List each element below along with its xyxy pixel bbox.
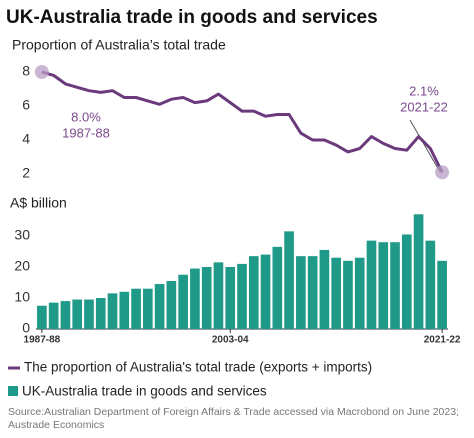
annotation: 2021-22 bbox=[400, 99, 448, 114]
y-tick-label: 2 bbox=[22, 165, 30, 181]
bar bbox=[72, 299, 83, 329]
bar bbox=[60, 301, 71, 329]
annotation: 2.1% bbox=[409, 83, 439, 98]
chart-title: UK-Australia trade in goods and services bbox=[6, 7, 378, 28]
legend-swatch bbox=[8, 386, 18, 396]
bar bbox=[84, 299, 94, 329]
bar bbox=[107, 293, 118, 329]
line bbox=[41, 70, 444, 173]
x-tick-label: 1987-88 bbox=[24, 335, 61, 346]
annotation-leader bbox=[409, 119, 441, 173]
x-tick-label: 2021-22 bbox=[424, 335, 461, 346]
x-tick-label: 2003-04 bbox=[212, 335, 249, 346]
panel-subtitle: A$ billion bbox=[10, 195, 67, 211]
bar bbox=[95, 298, 106, 329]
y-tick-label: 30 bbox=[14, 227, 30, 243]
bar bbox=[48, 302, 59, 329]
bar bbox=[343, 260, 353, 329]
y-tick-label: 10 bbox=[14, 289, 30, 305]
bar bbox=[119, 291, 130, 329]
y-tick-label: 6 bbox=[22, 97, 30, 113]
legend-label: The proportion of Australia's total trad… bbox=[24, 360, 372, 375]
source: Austrade Economics bbox=[8, 419, 104, 431]
bar bbox=[284, 231, 294, 329]
source: Source:Australian Department of Foreign … bbox=[8, 406, 459, 418]
y-tick-label: 4 bbox=[22, 131, 30, 147]
bar bbox=[413, 214, 424, 329]
bar bbox=[354, 257, 365, 329]
bar bbox=[178, 274, 188, 329]
annotation: 1987-88 bbox=[62, 125, 110, 140]
bar bbox=[390, 242, 400, 329]
highlight-point bbox=[34, 65, 49, 79]
bar bbox=[37, 305, 47, 329]
bar bbox=[213, 262, 224, 329]
y-tick-label: 20 bbox=[14, 258, 30, 274]
bar bbox=[190, 268, 200, 329]
bar bbox=[143, 288, 153, 329]
bar bbox=[260, 254, 271, 329]
highlight-point bbox=[435, 165, 450, 180]
bar bbox=[437, 260, 447, 329]
y-tick-label: 8 bbox=[22, 63, 30, 79]
bar bbox=[201, 267, 212, 329]
bar bbox=[225, 267, 236, 329]
bar bbox=[425, 240, 436, 329]
bar bbox=[237, 263, 247, 329]
bar bbox=[272, 246, 283, 329]
bar bbox=[366, 240, 377, 329]
bar bbox=[296, 256, 306, 329]
bar bbox=[378, 242, 389, 329]
bar bbox=[307, 256, 318, 329]
panel-subtitle: Proportion of Australia’s total trade bbox=[12, 37, 226, 53]
bar bbox=[248, 256, 259, 329]
bar bbox=[319, 249, 330, 329]
legend-label: UK-Australia trade in goods and services bbox=[22, 384, 267, 399]
bar bbox=[166, 280, 177, 329]
bar bbox=[401, 234, 412, 329]
y-tick-label: 0 bbox=[22, 320, 30, 336]
annotation: 8.0% bbox=[71, 109, 101, 124]
bar bbox=[131, 288, 141, 329]
bar bbox=[154, 284, 165, 329]
bar bbox=[331, 257, 341, 329]
